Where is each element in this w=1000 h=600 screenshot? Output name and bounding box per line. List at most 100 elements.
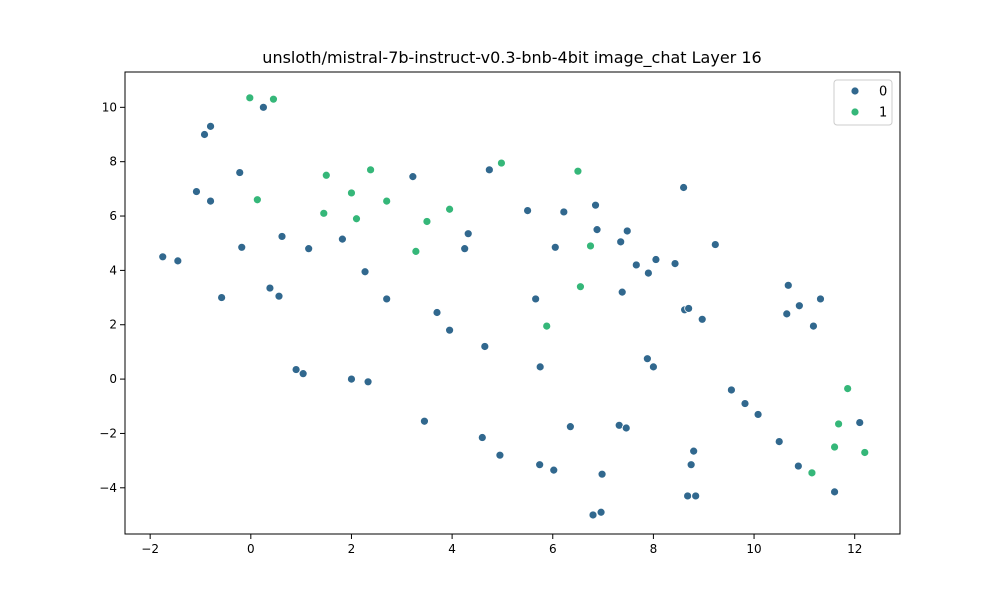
scatter-point-series-0 [651,255,661,264]
scatter-point-series-0 [691,491,701,501]
scatter-point-series-1 [321,170,331,180]
scatter-point-series-0 [291,365,301,374]
scatter-point-series-0 [697,314,707,324]
scatter-point-series-0 [432,308,442,317]
chart-title: unsloth/mistral-7b-instruct-v0.3-bnb-4bi… [262,48,761,68]
legend-box [833,79,893,126]
scatter-point-series-0 [535,460,545,470]
scatter-point-series-0 [855,418,865,427]
scatter-point-series-0 [710,240,720,249]
scatter-point-series-0 [495,450,505,460]
scatter-point-series-0 [684,304,694,313]
plot-frame [124,71,901,535]
x-tick-label: −2 [141,542,159,556]
scatter-point-series-0 [477,433,487,442]
scatter-point-series-0 [679,183,689,192]
scatter-point-series-0 [258,102,268,112]
scatter-point-series-0 [382,294,392,304]
scatter-point-series-1 [352,214,361,224]
x-tick-label: 2 [348,542,356,556]
scatter-point-series-0 [617,287,627,297]
scatter-point-series-0 [206,196,215,206]
scatter-point-series-0 [622,226,632,236]
scatter-point-series-0 [480,342,490,351]
y-tick-label: 6 [109,209,117,223]
scatter-point-series-0 [670,259,680,268]
y-tick-label: 4 [109,263,117,277]
y-tick-label: −4 [99,481,117,495]
scatter-point-series-0 [616,237,626,247]
scatter-point-series-0 [591,200,600,210]
scatter-point-series-0 [408,172,418,182]
scatter-point-series-0 [420,416,429,426]
y-tick-label: 10 [102,100,117,114]
scatter-point-series-0 [816,294,825,304]
scatter-point-series-0 [740,399,750,408]
x-tick-label: 10 [746,542,761,556]
legend-label-1: 1 [879,106,887,121]
scatter-point-series-0 [588,510,598,520]
scatter-point-series-0 [304,244,314,254]
scatter-point-series-0 [550,242,560,252]
scatter-point-series-1 [576,282,585,292]
scatter-point-series-0 [237,242,247,252]
x-tick-label: 8 [650,542,658,556]
scatter-point-series-0 [727,385,736,395]
scatter-point-series-0 [460,244,470,254]
scatter-point-series-1 [252,195,262,205]
legend-marker-1 [850,107,860,117]
scatter-point-series-0 [217,293,227,302]
scatter-point-series-0 [206,121,215,131]
y-tick-label: 2 [109,318,117,332]
scatter-point-series-0 [649,362,658,372]
scatter-point-series-0 [794,301,804,311]
scatter-point-series-0 [531,294,541,304]
scatter-point-series-0 [597,469,607,479]
scatter-point-series-1 [573,166,583,176]
legend: 01 [833,79,893,126]
scatter-point-series-1 [319,208,329,218]
scatter-point-series-0 [484,165,494,175]
scatter-point-series-0 [298,369,308,379]
x-tick-label: 12 [847,542,862,556]
scatter-point-series-0 [445,325,454,335]
scatter-point-series-0 [347,374,356,384]
scatter-point-series-0 [338,234,347,244]
scatter-point-series-1 [497,158,506,168]
x-tick-label: 0 [247,542,255,556]
scatter-point-series-1 [830,442,839,452]
scatter-point-series-0 [753,410,763,419]
scatter-point-series-0 [683,491,693,501]
scatter-point-series-1 [807,468,817,478]
scatter-point-series-0 [535,362,545,372]
scatter-point-series-1 [411,246,421,256]
scatter-point-series-1 [347,188,356,198]
scatter-point-series-0 [642,354,652,364]
scatter-point-series-0 [277,232,287,241]
scatter-point-series-0 [793,461,803,471]
scatter-point-series-0 [559,207,569,217]
scatter-point-series-0 [830,487,839,497]
scatter-point-series-0 [621,423,631,433]
y-axis-ticks: −4 −2 0 2 4 6 8 10 [99,100,125,495]
scatter-point-series-0 [235,168,245,177]
scatter-point-series-0 [686,460,696,470]
scatter-point-series-1 [860,448,870,457]
y-tick-label: −2 [99,426,117,440]
scatter-point-series-1 [382,196,392,206]
scatter-point-series-0 [631,260,641,270]
y-tick-label: 8 [109,155,117,169]
legend-label-0: 0 [879,85,887,100]
scatter-point-series-0 [360,267,370,277]
scatter-point-series-1 [542,321,552,331]
x-tick-label: 6 [549,542,557,556]
scatter-point-series-0 [774,437,784,447]
scatter-point-series-1 [586,241,595,251]
scatter-point-series-1 [366,165,375,175]
scatter-point-series-1 [269,94,278,104]
scatter-point-series-0 [783,280,793,290]
scatter-point-series-0 [158,252,168,262]
x-axis-ticks: −2 0 2 4 6 8 10 12 [141,534,862,556]
